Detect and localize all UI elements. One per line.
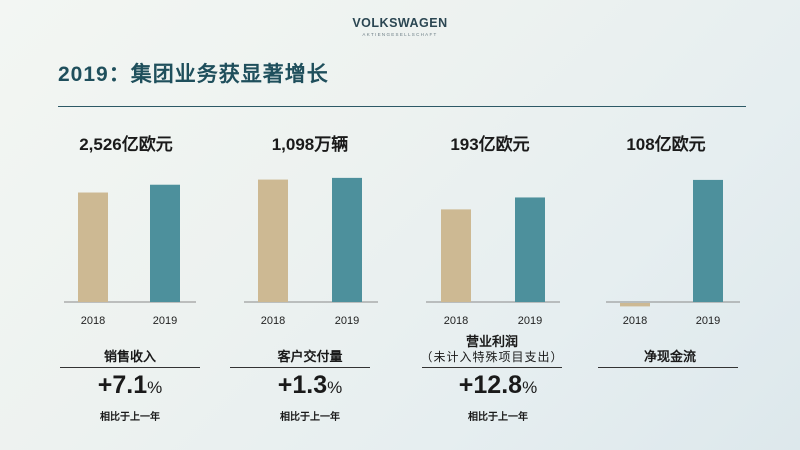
bar-2-2019 [515,197,545,302]
metric-rule-revenue [60,367,200,368]
growth-deliveries: +1.3% [240,371,380,400]
growth-value-revenue: +7.1 [97,371,148,399]
bar-0-2018 [78,192,108,302]
tick-label-3-2019: 2019 [696,315,720,327]
metric-headline-cash-flow: 108亿欧元 [626,135,706,154]
brand-logo: VOLKSWAGEN AKTIENGESELLSCHAFT [0,16,800,37]
growth-pct-op-profit: % [522,378,538,397]
growth-value-op-profit: +12.8 [458,371,523,399]
metric-note-op-profit: （未计入特殊项目支出） [420,350,564,364]
metric-headline-op-profit: 193亿欧元 [450,135,530,154]
bar-3-2018 [620,303,650,307]
tick-label-0-2019: 2019 [153,315,177,327]
metric-headline-deliveries: 1,098万辆 [271,135,349,154]
growth-pct-revenue: % [147,378,163,397]
bar-1-2019 [332,177,362,302]
growth-label-op-profit: 相比于上一年 [468,412,528,423]
growth-label-deliveries: 相比于上一年 [280,412,340,423]
bar-0-2019 [150,184,180,302]
title-divider [58,106,746,107]
page-title: 2019：集团业务获显著增长 [58,63,329,86]
metric-rule-cash-flow [598,367,738,368]
metric-name-cash-flow: 净现金流 [643,349,696,364]
growth-pct-deliveries: % [327,378,343,397]
brand-name: VOLKSWAGEN [352,16,448,30]
brand-subtitle: AKTIENGESELLSCHAFT [362,32,438,37]
metric-name-op-profit: 营业利润 [465,334,518,349]
tick-label-3-2018: 2018 [623,315,647,327]
tick-label-2-2018: 2018 [444,315,468,327]
bar-3-2019 [693,179,723,302]
growth-value-deliveries: +1.3 [277,371,328,399]
bar-1-2018 [258,179,288,302]
tick-label-2-2019: 2019 [518,315,542,327]
metric-rule-op-profit [422,367,562,368]
bar-2-2018 [441,209,471,302]
tick-label-1-2018: 2018 [261,315,285,327]
tick-label-1-2019: 2019 [335,315,359,327]
metric-name-revenue: 销售收入 [103,349,156,364]
metric-name-deliveries: 客户交付量 [277,349,343,364]
growth-label-revenue: 相比于上一年 [100,412,160,423]
metric-rule-deliveries [230,367,370,368]
growth-op-profit: +12.8% [428,371,568,400]
growth-revenue: +7.1% [60,371,200,400]
tick-label-0-2018: 2018 [81,315,105,327]
metric-headline-revenue: 2,526亿欧元 [79,135,173,154]
